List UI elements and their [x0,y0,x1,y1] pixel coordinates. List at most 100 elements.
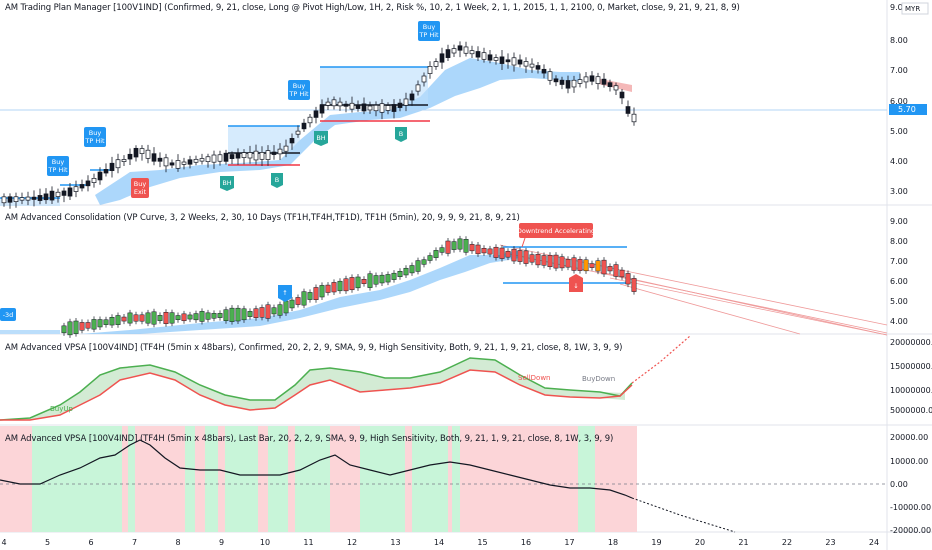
buy-tp-hit-tag[interactable]: Buy TP Hit [84,127,106,147]
time-tick-label: 12 [347,538,357,547]
candle [217,150,223,166]
candle [625,100,631,117]
consolidation-bar [367,270,373,291]
pane-4[interactable]: 20000.00 10000.00 0.00 -10000.00 -20000.… [0,426,931,535]
candle [193,155,199,166]
buy-tp-hit-tag[interactable]: Buy TP Hit [418,21,440,41]
candle [247,145,253,164]
bear-zone [288,426,295,532]
candle [253,144,259,165]
bear-zone [595,426,637,532]
svg-text:Downtrend Accelerating: Downtrend Accelerating [517,227,595,235]
vpsa-fill [0,358,625,420]
svg-text:5000000.00: 5000000.00 [890,406,932,415]
consolidation-bar [223,306,229,324]
consolidation-bar [205,309,211,323]
buy-tp-hit-tag[interactable]: Buy TP Hit [47,156,69,176]
consolidation-bar [445,237,451,257]
candle [409,90,415,106]
candle [367,101,373,114]
candle [259,146,265,166]
consolidation-bar [589,260,595,271]
buy-tp-hit-tag[interactable]: Buy TP Hit [288,80,310,100]
vpsa-green-line [0,357,633,421]
time-tick-label: 17 [564,538,574,547]
consolidation-bar [199,308,205,325]
svg-text:7.00: 7.00 [890,257,908,266]
candle [631,107,637,126]
left-days-tag[interactable]: -3d [0,308,16,321]
candle [241,149,247,165]
consolidation-bar [331,279,337,295]
downtrend-label[interactable]: Downtrend Accelerating [517,223,595,248]
consolidation-bar [613,261,619,280]
candle [295,125,301,138]
consolidation-bar [523,247,529,267]
consolidation-bar [469,241,475,254]
b-marker[interactable]: B [395,127,407,142]
legend-pane-1[interactable]: AM Trading Plan Manager [100V1IND] (Conf… [5,3,740,13]
consolidation-bar [133,311,139,325]
vpsa-zones [0,426,637,532]
svg-text:7.00: 7.00 [890,66,908,75]
candle [97,167,103,185]
candle [589,71,595,86]
up-arrow-marker[interactable]: ↑ [278,285,292,302]
candle [523,57,529,73]
candle [361,97,367,115]
consolidation-bar [217,310,223,321]
bh-marker[interactable]: BH [220,176,234,191]
b-marker[interactable]: B [271,173,283,188]
time-tick-label: 4 [1,538,6,547]
bear-zone [195,426,205,532]
svg-text:TP Hit: TP Hit [84,137,105,145]
consolidation-bar [151,308,157,328]
buy-exit-tag[interactable]: Buy Exit [131,178,149,198]
candle [577,73,583,88]
consolidation-bar [403,265,409,278]
svg-text:9.00: 9.00 [890,3,908,12]
pane-2[interactable]: Downtrend Accelerating ↑ ↓ -3d 9.00 8.00… [0,217,908,338]
volume-axis-3[interactable]: 20000000.00 15000000.00 10000000.00 5000… [890,338,932,415]
bear-zone [448,426,452,532]
candle [319,99,325,118]
svg-text:Buy: Buy [89,129,102,137]
consolidation-bar [121,314,127,325]
candle [169,159,175,169]
candle [427,61,433,79]
consolidation-bar [247,308,253,320]
consolidation-bar [325,282,331,296]
candle [37,188,43,205]
svg-text:-10000.00: -10000.00 [890,503,931,512]
candle [49,186,55,204]
candle [271,145,277,160]
consolidation-bar [85,319,91,332]
price-axis-1[interactable]: 9.00 8.00 7.00 6.00 5.00 4.00 3.00 MYR 5… [889,2,929,196]
pane-1[interactable]: Buy TP Hit Buy TP Hit Buy TP Hit Buy TP … [0,2,929,209]
bull-zone [412,426,448,532]
osc-axis-4[interactable]: 20000.00 10000.00 0.00 -10000.00 -20000.… [890,433,931,535]
consolidation-bar [547,252,553,270]
zone-box [228,126,300,154]
candle [223,149,229,165]
legend-pane-3[interactable]: AM Advanced VPSA [100V4IND] (TF4H (5min … [5,343,623,353]
candle [235,148,241,165]
price-axis-2[interactable]: 9.00 8.00 7.00 6.00 5.00 4.00 [890,217,908,326]
consolidation-bar [397,268,403,280]
consolidation-bar [139,311,145,325]
down-arrow-marker[interactable]: ↓ [569,274,583,292]
legend-pane-2[interactable]: AM Advanced Consolidation (VP Curve, 3, … [5,213,520,223]
bear-zone [468,426,578,532]
time-tick-label: 18 [608,538,618,547]
svg-text:3.00: 3.00 [890,187,908,196]
consolidation-bar [241,305,247,323]
candle [445,44,451,61]
consolidation-bar [163,309,169,327]
consolidation-bar [559,253,565,271]
bh-marker[interactable]: BH [314,131,328,146]
legend-pane-4[interactable]: AM Advanced VPSA [100V4IND] (TF4H (5min … [5,434,614,444]
pane-3[interactable]: BuyUp SellDown BuyDown 20000000.00 15000… [0,335,932,421]
time-axis[interactable]: 4 5 6 7 8 9 10 11 12 13 14 15 16 17 18 19 20 21 22 23 24 [1,538,879,547]
buy-down-signal: BuyDown [582,375,615,383]
